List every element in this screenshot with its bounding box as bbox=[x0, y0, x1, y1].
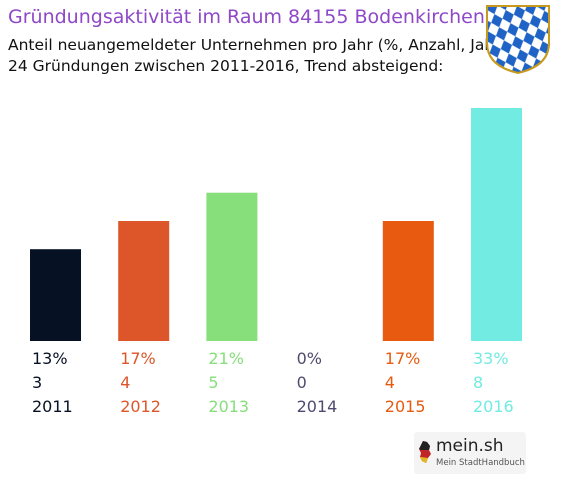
percent-label-2013: 21% bbox=[208, 349, 244, 368]
count-label-2011: 3 bbox=[32, 373, 42, 392]
percent-label-2016: 33% bbox=[473, 349, 509, 368]
count-label-2016: 8 bbox=[473, 373, 483, 392]
logo-name: mein.sh bbox=[436, 436, 504, 456]
bar-2016 bbox=[471, 108, 522, 341]
year-label-2012: 2012 bbox=[120, 397, 161, 416]
percent-label-2011: 13% bbox=[32, 349, 68, 368]
chart-summary: 24 Gründungen zwischen 2011-2016, Trend … bbox=[8, 57, 444, 75]
bar-2011 bbox=[30, 249, 81, 341]
chart-subtitle: Anteil neuangemeldeter Unternehmen pro J… bbox=[8, 36, 507, 54]
percent-label-2012: 17% bbox=[120, 349, 156, 368]
year-label-2016: 2016 bbox=[473, 397, 514, 416]
year-label-2013: 2013 bbox=[208, 397, 249, 416]
year-label-2011: 2011 bbox=[32, 397, 73, 416]
mein-sh-logo: mein.sh Mein StadtHandbuch bbox=[414, 432, 526, 474]
year-label-2014: 2014 bbox=[297, 397, 338, 416]
bar-2012 bbox=[118, 221, 170, 341]
page-title: Gründungsaktivität im Raum 84155 Bodenki… bbox=[8, 6, 485, 28]
logo-tagline: Mein StadtHandbuch bbox=[436, 458, 525, 468]
count-label-2012: 4 bbox=[120, 373, 130, 392]
count-label-2013: 5 bbox=[208, 373, 218, 392]
bar-2013 bbox=[206, 192, 258, 341]
bavaria-lozenge-crest-icon bbox=[486, 5, 550, 74]
percent-label-2014: 0% bbox=[297, 349, 322, 368]
count-label-2014: 0 bbox=[297, 373, 307, 392]
germany-map-icon bbox=[419, 441, 431, 463]
percent-label-2015: 17% bbox=[385, 349, 421, 368]
year-label-2015: 2015 bbox=[385, 397, 426, 416]
count-label-2015: 4 bbox=[385, 373, 395, 392]
bar-2015 bbox=[382, 221, 434, 341]
